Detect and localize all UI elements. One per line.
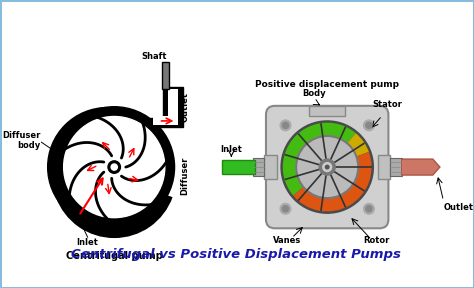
Circle shape	[280, 120, 291, 131]
Circle shape	[111, 164, 118, 170]
Text: Rotor: Rotor	[363, 236, 389, 245]
Circle shape	[366, 206, 372, 212]
Circle shape	[64, 116, 165, 218]
Text: Shaft: Shaft	[141, 52, 167, 60]
Circle shape	[281, 121, 374, 213]
Text: Stator: Stator	[373, 101, 402, 109]
Circle shape	[283, 122, 289, 128]
Circle shape	[364, 203, 374, 214]
Circle shape	[366, 122, 372, 128]
Bar	[402, 160, 433, 174]
Circle shape	[65, 118, 163, 216]
Circle shape	[280, 203, 291, 214]
Text: Inlet: Inlet	[220, 145, 242, 154]
Circle shape	[326, 165, 329, 169]
Circle shape	[54, 107, 174, 228]
Polygon shape	[153, 89, 178, 125]
Text: Outlet: Outlet	[181, 92, 190, 122]
Wedge shape	[56, 194, 173, 238]
Bar	[390, 158, 402, 176]
Polygon shape	[402, 159, 440, 175]
Circle shape	[296, 136, 358, 198]
Wedge shape	[293, 152, 372, 211]
Bar	[310, 106, 345, 116]
Text: Diffuser
body: Diffuser body	[2, 131, 41, 150]
Circle shape	[48, 108, 166, 227]
Text: Centrifugal pump: Centrifugal pump	[66, 251, 163, 262]
Bar	[253, 158, 264, 176]
Circle shape	[283, 206, 289, 212]
Text: Vanes: Vanes	[273, 236, 301, 245]
FancyBboxPatch shape	[266, 106, 388, 228]
Bar	[162, 62, 169, 89]
Wedge shape	[283, 123, 356, 196]
Circle shape	[56, 109, 172, 225]
Text: Body: Body	[302, 89, 326, 98]
Bar	[264, 155, 277, 179]
Circle shape	[108, 161, 120, 173]
Bar	[222, 160, 255, 174]
Text: Centrifugal vs Positive Displacement Pumps: Centrifugal vs Positive Displacement Pum…	[71, 248, 401, 261]
Text: Diffuser: Diffuser	[180, 157, 189, 195]
Text: Inlet: Inlet	[77, 238, 99, 247]
Circle shape	[319, 159, 335, 175]
Text: Positive displacement pump: Positive displacement pump	[255, 80, 399, 89]
Wedge shape	[327, 133, 369, 167]
Circle shape	[364, 120, 374, 131]
Text: Outlet: Outlet	[444, 202, 474, 211]
Polygon shape	[150, 87, 183, 127]
Circle shape	[323, 163, 332, 172]
Bar	[378, 155, 390, 179]
